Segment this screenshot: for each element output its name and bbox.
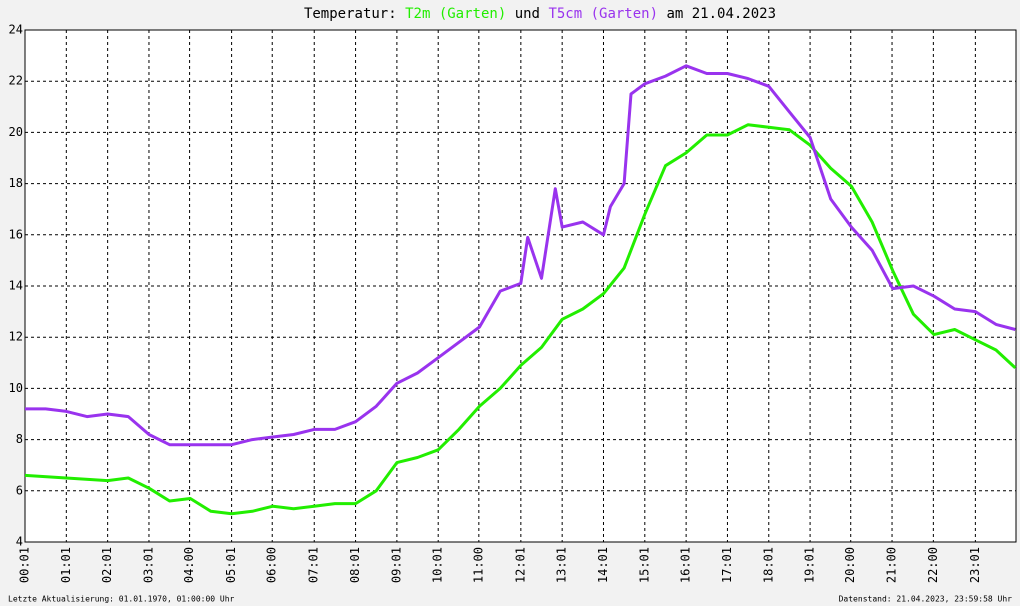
x-tick-label: 13:01 <box>555 547 569 583</box>
y-tick-label: 6 <box>16 483 23 497</box>
x-tick-label: 07:01 <box>307 547 321 583</box>
x-tick-label: 12:01 <box>513 547 527 583</box>
y-tick-label: 16 <box>9 227 23 241</box>
x-tick-label: 00:01 <box>18 547 32 583</box>
x-tick-label: 14:01 <box>596 547 610 583</box>
data-line <box>24 123 1017 516</box>
x-tick-label: 18:01 <box>761 547 775 583</box>
x-tick-label: 22:00 <box>926 547 940 583</box>
x-tick-label: 03:01 <box>141 547 155 583</box>
x-tick-label: 01:01 <box>59 547 73 583</box>
title-middle: und <box>515 6 540 22</box>
y-tick-label: 20 <box>9 125 23 139</box>
x-tick-label: 09:01 <box>389 547 403 583</box>
y-tick-label: 4 <box>16 535 23 549</box>
y-tick-label: 22 <box>9 74 23 88</box>
y-tick-label: 18 <box>9 176 23 190</box>
x-tick-label: 19:01 <box>803 547 817 583</box>
x-tick-label: 06:00 <box>265 547 279 583</box>
x-tick-label: 15:01 <box>637 547 651 583</box>
x-tick-label: 02:01 <box>100 547 114 583</box>
x-tick-label: 04:00 <box>182 547 196 583</box>
title-suffix: am 21.04.2023 <box>666 6 776 22</box>
legend-entry: T2m (Garten) <box>405 6 506 22</box>
data-line <box>25 64 1016 447</box>
x-tick-label: 10:01 <box>431 547 445 583</box>
y-tick-label: 24 <box>9 23 23 37</box>
y-tick-label: 8 <box>16 432 23 446</box>
footer-right: Datenstand: 21.04.2023, 23:59:58 Uhr <box>839 595 1013 604</box>
legend-entry: T5cm (Garten) <box>548 6 658 22</box>
title-prefix: Temperatur: <box>304 6 397 22</box>
y-tick-label: 14 <box>9 279 23 293</box>
y-tick-label: 10 <box>9 381 23 395</box>
x-tick-label: 11:00 <box>471 547 485 583</box>
x-tick-label: 08:01 <box>348 547 362 583</box>
x-tick-label: 23:01 <box>968 547 982 583</box>
x-tick-label: 05:01 <box>224 547 238 583</box>
x-tick-label: 17:01 <box>720 547 734 583</box>
footer-left: Letzte Aktualisierung: 01.01.1970, 01:00… <box>8 595 235 604</box>
x-tick-label: 16:01 <box>679 547 693 583</box>
x-tick-label: 21:00 <box>885 547 899 583</box>
y-tick-label: 12 <box>9 330 23 344</box>
x-tick-label: 20:00 <box>843 547 857 583</box>
chart-title: Temperatur: T2m (Garten) und T5cm (Garte… <box>304 6 776 22</box>
